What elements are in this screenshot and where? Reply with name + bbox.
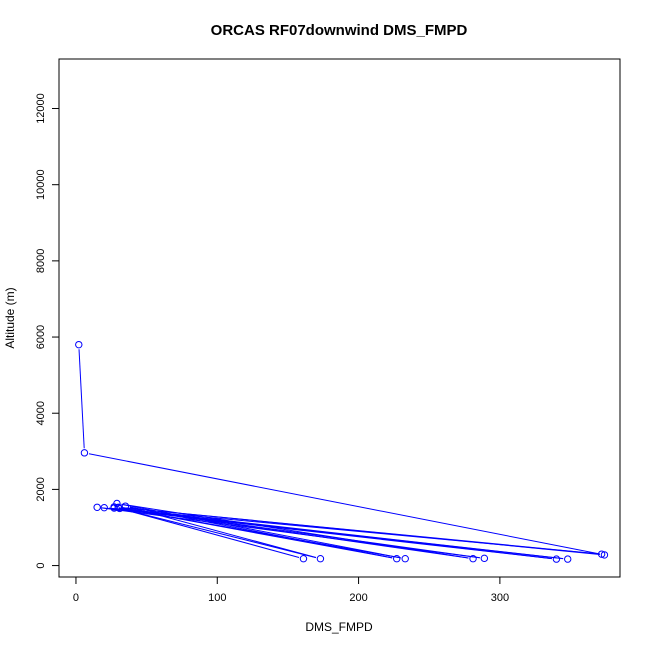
data-point <box>564 555 572 563</box>
x-axis: 0 100 200 300 <box>73 576 509 604</box>
series-segment <box>88 453 601 555</box>
data-point <box>480 554 489 563</box>
data-point <box>552 555 561 563</box>
series-segment <box>129 506 317 559</box>
series-segment <box>124 509 300 558</box>
data-point <box>299 555 308 563</box>
data-point <box>116 504 124 513</box>
y-tick-label: 4000 <box>35 401 47 425</box>
y-axis-label: Altitude (m) <box>3 287 17 348</box>
x-axis-label: DMS_FMPD <box>305 620 373 634</box>
data-point <box>401 555 409 563</box>
y-tick-label: 10000 <box>35 169 47 200</box>
series-segment <box>108 507 598 555</box>
y-tick-label: 12000 <box>35 93 47 124</box>
data-point <box>80 449 89 457</box>
plot-frame <box>58 58 621 578</box>
data-point <box>393 555 401 563</box>
y-axis: 0 2000 4000 6000 8000 10000 12000 <box>35 93 60 569</box>
x-tick-label: 300 <box>491 592 509 604</box>
series-segment <box>78 349 85 449</box>
x-tick-label: 0 <box>73 592 79 604</box>
data-point <box>597 550 606 558</box>
y-tick-label: 0 <box>35 563 47 569</box>
chart-title: ORCAS RF07downwind DMS_FMPD <box>211 22 468 39</box>
y-tick-label: 8000 <box>35 249 47 273</box>
series-segment <box>129 506 393 559</box>
x-tick-label: 100 <box>208 592 226 604</box>
data-point <box>93 503 101 511</box>
series-segment <box>121 503 469 559</box>
x-tick-label: 200 <box>349 592 367 604</box>
series-segment <box>121 503 401 559</box>
data-point <box>100 503 108 512</box>
data-point <box>114 503 123 512</box>
data-series <box>75 340 609 563</box>
data-point <box>600 551 609 559</box>
y-tick-label: 6000 <box>35 325 47 349</box>
data-point <box>75 340 83 349</box>
series-segment <box>124 509 317 559</box>
data-point <box>316 555 325 563</box>
y-tick-label: 2000 <box>35 477 47 501</box>
data-point <box>469 555 477 563</box>
